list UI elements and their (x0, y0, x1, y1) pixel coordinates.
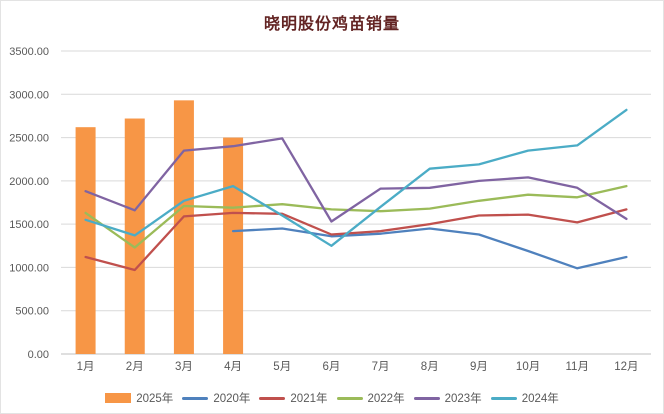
legend-swatch-2023年 (413, 396, 440, 400)
x-axis-label: 7月 (372, 361, 390, 373)
line-2020年 (231, 227, 628, 270)
line-2021年 (84, 208, 628, 272)
legend-label: 2020年 (213, 393, 251, 405)
legend-swatch-2021年 (259, 396, 286, 400)
y-axis-tick-label: 500.00 (15, 306, 49, 318)
legend-label: 2022年 (367, 393, 405, 405)
x-axis-label: 10月 (516, 361, 540, 373)
x-axis-label: 6月 (322, 361, 340, 373)
chart-legend: 2025年 2020年 2021年 2022年 2023年 2024年 (1, 390, 663, 406)
legend-item-2024年: 2024年 (490, 390, 559, 406)
x-axis-label: 11月 (566, 361, 589, 373)
legend-swatch-2022年 (336, 396, 363, 400)
y-axis-tick-label: 3000.00 (9, 89, 49, 101)
legend-item-2020年: 2020年 (182, 390, 250, 406)
legend-label: 2023年 (444, 393, 482, 405)
y-axis-tick-label: 1500.00 (9, 219, 49, 231)
line-2022年 (84, 184, 628, 249)
legend-item-2023年: 2023年 (413, 390, 482, 406)
legend-swatch-2025年 (105, 393, 132, 403)
line-2023年 (84, 137, 628, 223)
chart-title: 晓明股份鸡苗销量 (263, 16, 400, 33)
legend-label: 2024年 (521, 393, 559, 405)
x-axis-label: 12月 (614, 361, 638, 373)
y-axis-tick-label: 3500.00 (9, 46, 49, 58)
legend-swatch-2024年 (490, 396, 517, 400)
legend-label: 2025年 (136, 393, 174, 405)
legend-item-2022年: 2022年 (336, 390, 405, 406)
line-2024年 (84, 108, 628, 247)
bar-2025年-1月 (75, 127, 96, 354)
y-axis-tick-label: 0.00 (28, 349, 49, 361)
legend-item-2021年: 2021年 (259, 390, 328, 406)
x-axis-label: 3月 (175, 361, 193, 373)
bar-2025年-4月 (223, 137, 244, 354)
y-axis-tick-label: 2000.00 (9, 176, 49, 188)
y-axis-tick-label: 1000.00 (9, 262, 49, 274)
x-axis-label: 5月 (273, 361, 291, 373)
x-axis-label: 9月 (470, 361, 488, 373)
x-axis-label: 4月 (224, 361, 242, 373)
legend-label: 2021年 (290, 393, 328, 405)
x-axis-label: 8月 (421, 361, 439, 373)
legend-swatch-2020年 (182, 396, 209, 400)
legend-item-2025年: 2025年 (105, 390, 173, 406)
bar-2025年-3月 (173, 100, 194, 355)
x-axis-label: 2月 (126, 361, 144, 373)
y-axis-tick-label: 2500.00 (9, 133, 49, 145)
x-axis-label: 1月 (77, 361, 95, 373)
